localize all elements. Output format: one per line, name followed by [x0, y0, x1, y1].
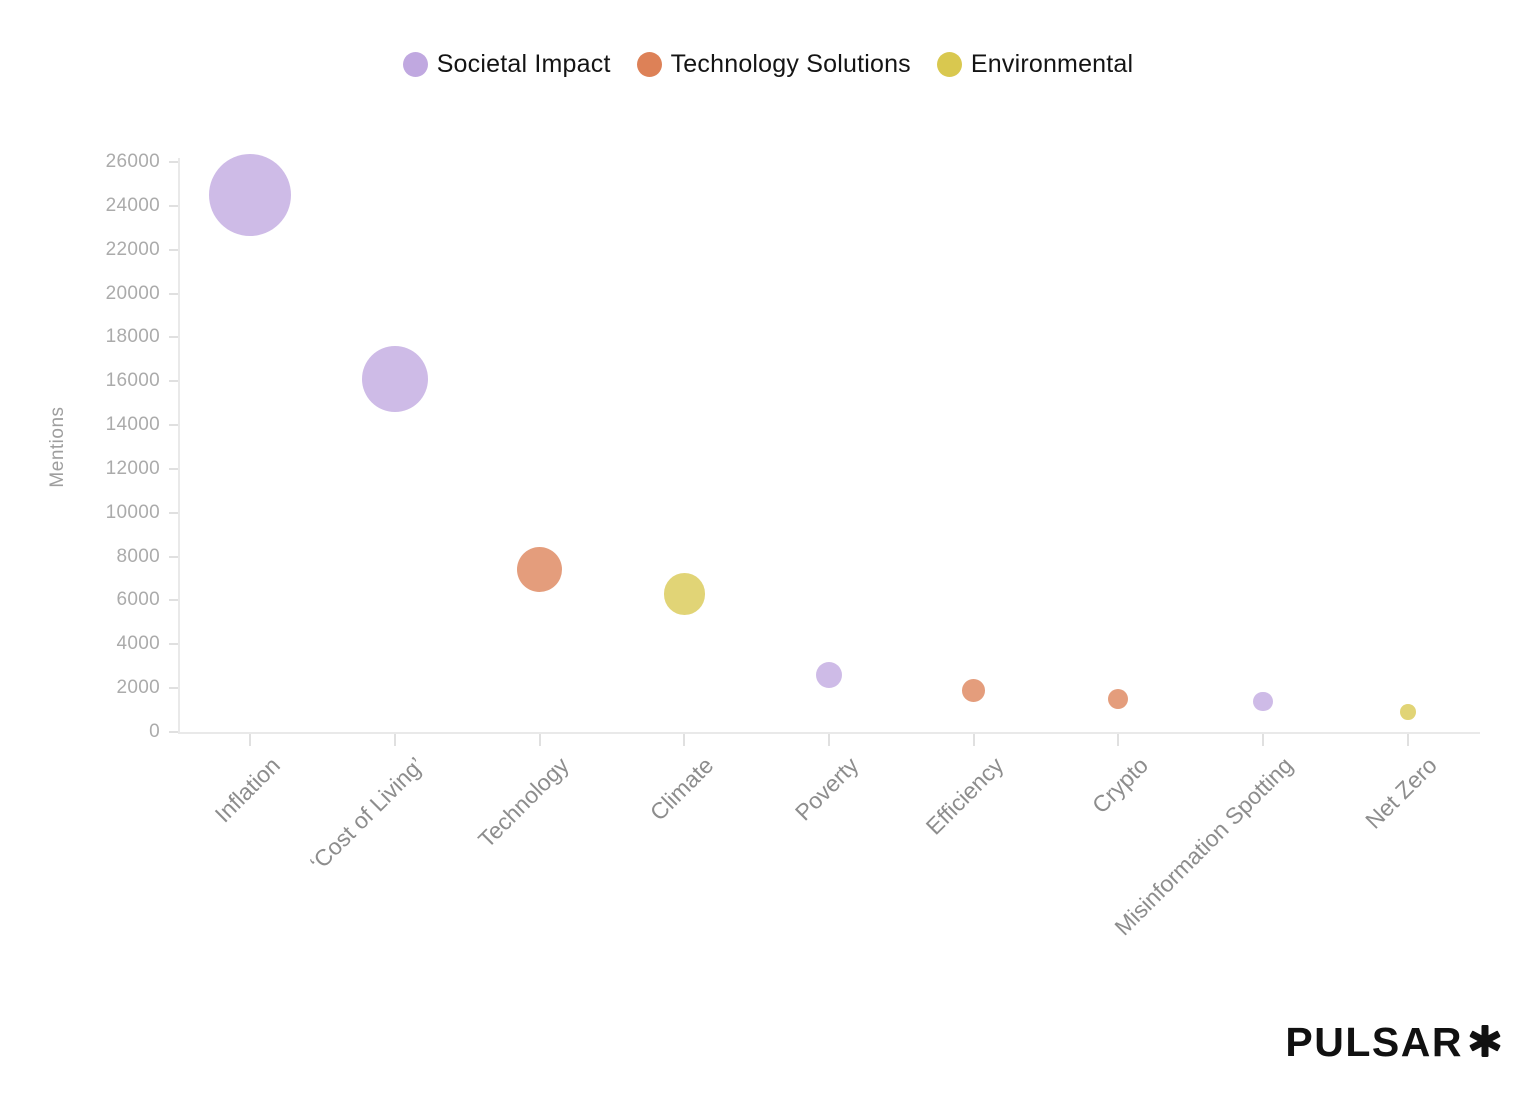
y-tick-mark [169, 292, 178, 295]
pulsar-logo-text: PULSAR [1285, 1019, 1463, 1065]
legend-item-environmental[interactable]: Environmental [936, 50, 1134, 79]
y-tick-label: 4000 [116, 633, 160, 655]
y-tick-label: 2000 [116, 677, 160, 699]
y-tick-label: 8000 [116, 545, 160, 567]
x-axis-line [178, 732, 1480, 734]
y-tick-label: 16000 [105, 370, 160, 392]
x-tick-mark [1117, 734, 1120, 746]
y-tick-mark [169, 161, 178, 163]
y-tick-mark [169, 467, 178, 470]
chart-legend: Societal Impact Technology Solutions Env… [0, 50, 1536, 79]
y-axis-line [178, 158, 180, 732]
y-tick-mark [169, 380, 178, 383]
x-tick-mark [249, 734, 252, 746]
x-category-label-poverty: Poverty [789, 752, 864, 826]
y-tick-label: 26000 [105, 151, 160, 172]
x-category-label-efficiency: Efficiency [920, 752, 1009, 840]
legend-item-technology-solutions[interactable]: Technology Solutions [636, 50, 911, 79]
bubble-efficiency[interactable] [962, 678, 986, 702]
x-tick-mark [972, 734, 975, 746]
y-tick-label: 10000 [105, 501, 160, 523]
legend-label-environmental: Environmental [970, 50, 1134, 78]
legend-item-societal-impact[interactable]: Societal Impact [402, 50, 611, 79]
pulsar-logo: PULSAR [1285, 1019, 1502, 1066]
y-tick-mark [169, 687, 178, 690]
bubble-poverty[interactable] [815, 661, 843, 689]
x-tick-mark [828, 734, 830, 746]
y-tick-mark [169, 248, 178, 251]
x-tick-mark [683, 734, 686, 746]
bubble-crypto[interactable] [1108, 688, 1129, 710]
x-category-label-net-zero: Net Zero [1360, 752, 1443, 834]
bubble-inflation[interactable] [209, 153, 292, 236]
legend-label-societal-impact: Societal Impact [436, 50, 611, 78]
y-tick-label: 20000 [105, 282, 160, 304]
legend-label-technology-solutions: Technology Solutions [670, 50, 911, 78]
bubble-net-zero[interactable] [1399, 704, 1416, 721]
x-category-label-cost-of-living: ‘Cost of Living’ [305, 752, 430, 877]
y-tick-label: 12000 [105, 457, 160, 479]
y-tick-mark [169, 511, 178, 514]
bubble-technology[interactable] [517, 547, 563, 593]
y-tick-mark [169, 204, 178, 207]
x-category-label-inflation: Inflation [209, 752, 285, 828]
bubble-misinformation-spotting[interactable] [1253, 691, 1273, 712]
y-tick-mark [169, 336, 178, 339]
x-tick-mark [1262, 734, 1264, 746]
y-tick-mark [169, 424, 178, 427]
legend-swatch-environmental-icon [936, 52, 962, 77]
y-tick-label: 14000 [105, 414, 160, 436]
y-tick-mark [169, 599, 178, 602]
y-tick-label: 22000 [105, 238, 160, 260]
y-tick-mark [169, 643, 178, 646]
bubble-cost-of-living[interactable] [361, 345, 429, 413]
x-tick-mark [1406, 734, 1409, 746]
y-tick-label: 0 [149, 721, 160, 742]
legend-swatch-technology-solutions-icon [636, 52, 662, 77]
y-tick-label: 24000 [105, 194, 160, 216]
pulsar-asterisk-icon [1469, 1024, 1501, 1057]
y-tick-mark [169, 731, 178, 733]
x-tick-mark [394, 734, 396, 746]
x-category-label-technology: Technology [473, 752, 575, 853]
bubble-climate[interactable] [663, 573, 706, 615]
y-tick-label: 6000 [116, 589, 160, 611]
y-tick-label: 18000 [105, 326, 160, 348]
legend-swatch-societal-impact-icon [402, 52, 428, 77]
y-tick-mark [169, 555, 178, 558]
x-category-label-crypto: Crypto [1086, 752, 1153, 819]
x-category-label-climate: Climate [645, 752, 719, 826]
x-tick-mark [538, 734, 541, 746]
